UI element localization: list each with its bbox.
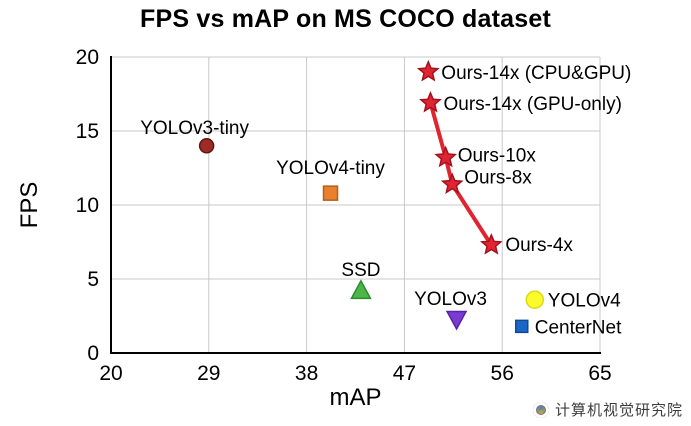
ours-10x-marker [434, 145, 458, 168]
ssd-marker [350, 279, 372, 300]
y-tick-label: 20 [76, 46, 99, 69]
data-point-yolov4-tiny: YOLOv4-tiny [276, 158, 385, 201]
point-label: Ours-10x [458, 146, 537, 167]
tick-labels: 20 29 38 47 56 65 0 5 10 15 20 [76, 46, 612, 385]
data-point-ours-10x: Ours-10x [434, 145, 537, 168]
x-tick-label: 29 [197, 362, 220, 385]
data-point-centernet: CenterNet [515, 317, 622, 338]
yolov4-marker [525, 290, 545, 309]
data-point-yolov3-tiny: YOLOv3-tiny [140, 118, 250, 154]
data-point-ours-14x-cpu-gpu: Ours-14x (CPU&GPU) [416, 59, 631, 84]
point-label: YOLOv3 [414, 289, 487, 310]
point-label: Ours-4x [505, 235, 573, 256]
x-axis-label: mAP [329, 384, 382, 411]
x-tick-label: 20 [99, 362, 122, 385]
centernet-marker [515, 319, 529, 334]
ours-series-line [428, 100, 494, 247]
data-point-yolov4: YOLOv4 [525, 290, 621, 312]
data-point-ours-4x: Ours-4x [479, 233, 573, 256]
y-tick-label: 5 [87, 268, 99, 291]
data-point-ours-8x: Ours-8x [440, 167, 532, 194]
axes [110, 56, 601, 354]
point-label: YOLOv4 [548, 291, 621, 312]
watermark-text: 计算机视觉研究院 [554, 402, 683, 419]
point-label: YOLOv3-tiny [140, 118, 249, 139]
y-tick-label: 15 [76, 120, 99, 143]
y-tick-label: 10 [76, 194, 99, 217]
point-label: Ours-8x [464, 167, 532, 188]
chart-title: FPS vs mAP on MS COCO dataset [140, 5, 551, 33]
y-axis-label: FPS [16, 181, 43, 229]
watermark: 计算机视觉研究院 [532, 399, 683, 420]
yolov3-marker [445, 310, 468, 331]
x-tick-label: 47 [393, 362, 416, 385]
yolov4-tiny-marker [322, 185, 339, 201]
data-point-yolov3: YOLOv3 [414, 289, 487, 331]
point-label: SSD [341, 260, 380, 281]
x-tick-label: 38 [295, 362, 318, 385]
yolov3-tiny-marker [198, 138, 215, 154]
point-label: Ours-14x (GPU-only) [443, 94, 621, 115]
x-tick-label: 65 [588, 362, 611, 385]
point-label: YOLOv4-tiny [276, 158, 385, 179]
ours-14x-cpu-gpu-marker [416, 59, 440, 82]
data-point-ours-14x-gpu-only: Ours-14x (GPU-only) [419, 90, 622, 115]
ours-14x-gpu-only-marker [419, 90, 442, 113]
ours-8x-marker [440, 172, 464, 194]
point-label: CenterNet [535, 317, 622, 338]
ours-4x-marker [479, 233, 503, 255]
point-label: Ours-14x (CPU&GPU) [441, 63, 631, 84]
y-tick-label: 0 [87, 342, 99, 365]
data-point-ssd: SSD [341, 260, 380, 300]
x-tick-label: 56 [491, 362, 514, 385]
watermark-logo-icon [532, 401, 549, 418]
